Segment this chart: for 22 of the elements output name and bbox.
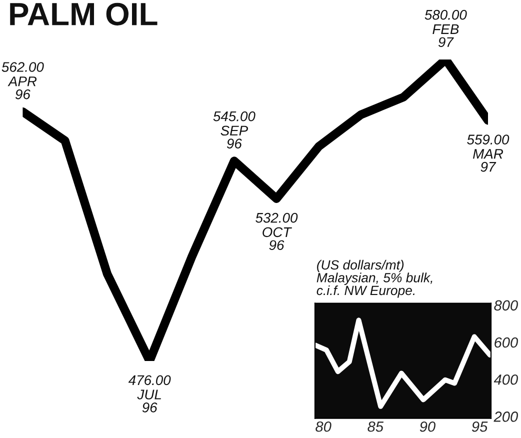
annotation: (US dollars/mt) Malaysian, 5% bulk, c.i.f. NW Europe. [316, 260, 432, 298]
x-tick-label: 85 [368, 421, 384, 432]
x-tick-label: SEP 96 [220, 126, 248, 148]
data-label: 476.00 [128, 375, 171, 386]
x-tick-label: FEB 97 [432, 24, 459, 48]
data-label: 559.00 [467, 134, 510, 144]
chart-title: PALM OIL [10, 2, 158, 26]
x-tick-label: JUL 96 [137, 390, 161, 412]
x-tick-label: 95 [472, 421, 488, 432]
x-tick-label: APR 96 [8, 76, 37, 100]
x-tick-label: 90 [420, 421, 436, 432]
data-label: 580.00 [424, 10, 467, 20]
y-tick-label: 200 [494, 412, 518, 422]
y-tick-label: 400 [494, 374, 518, 385]
data-label: 532.00 [256, 212, 298, 223]
x-tick-label: 80 [316, 421, 332, 432]
data-label: 562.00 [2, 62, 44, 72]
y-tick-label: 800 [494, 300, 518, 311]
x-tick-label: OCT 96 [262, 227, 292, 250]
x-tick-label: MAR 97 [472, 149, 504, 172]
data-label: 545.00 [213, 111, 256, 122]
y-tick-label: 600 [494, 337, 518, 348]
